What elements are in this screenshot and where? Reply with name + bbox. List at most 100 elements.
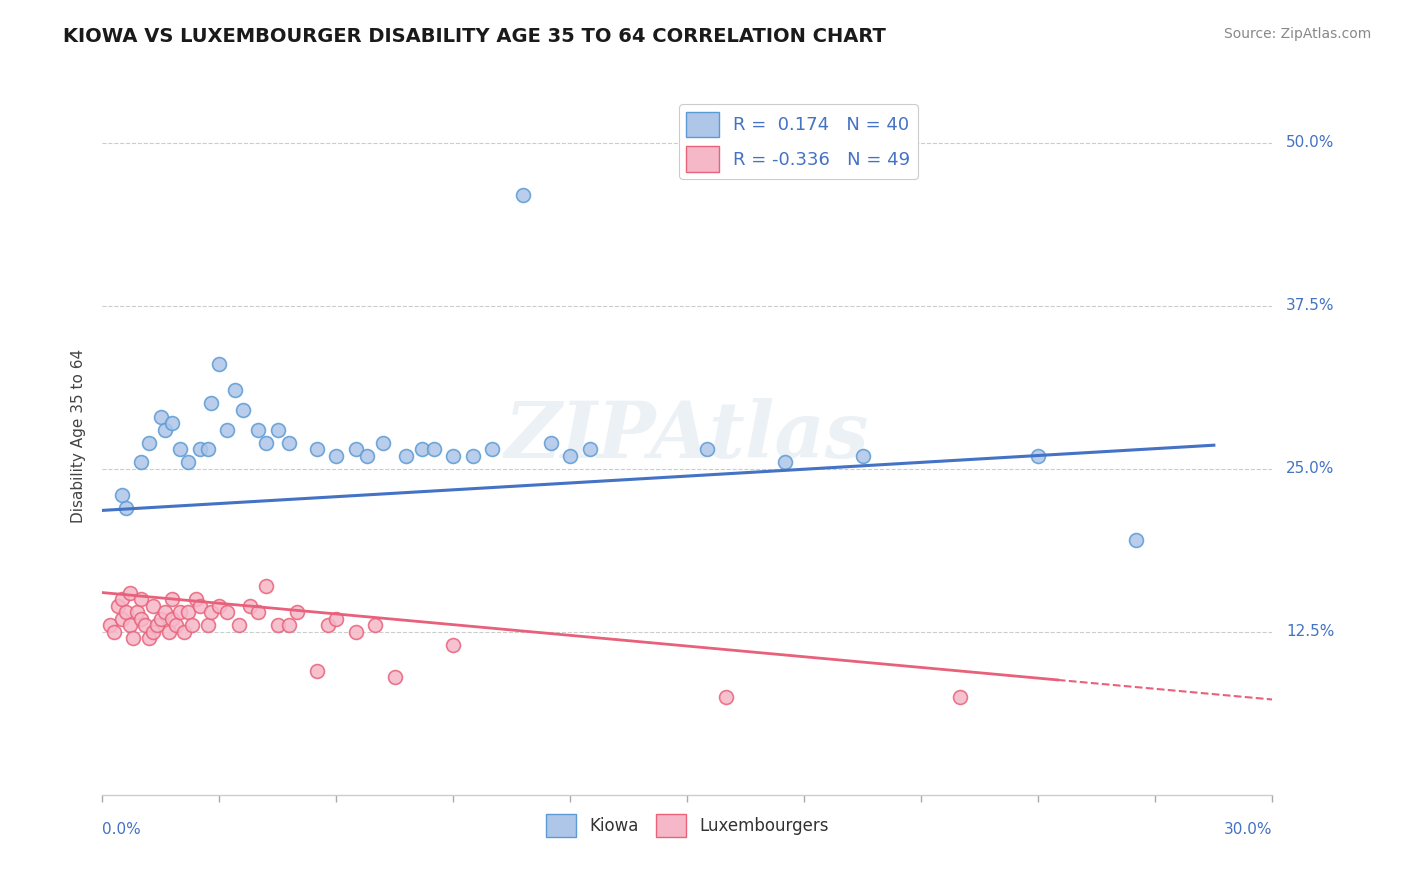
Point [157, 624, 180, 639]
Text: 12.5%: 12.5% [1286, 624, 1334, 640]
Point [122, 631, 145, 645]
Point [208, 599, 231, 613]
Point [305, 442, 328, 456]
Point [285, 605, 308, 619]
Text: ZIPAtlas: ZIPAtlas [505, 398, 869, 475]
Point [278, 618, 301, 632]
Text: 0.0%: 0.0% [103, 822, 141, 837]
Point [162, 592, 184, 607]
Y-axis label: Disability Age 35 to 64: Disability Age 35 to 64 [72, 349, 86, 523]
Point [344, 624, 367, 639]
Point [228, 618, 250, 632]
Point [111, 612, 134, 626]
Point [208, 357, 231, 371]
Text: Source: ZipAtlas.com: Source: ZipAtlas.com [1223, 27, 1371, 41]
Point [118, 585, 141, 599]
Point [103, 624, 125, 639]
Point [318, 618, 340, 632]
Point [149, 409, 172, 424]
Point [224, 384, 246, 398]
Point [169, 442, 191, 456]
Text: KIOWA VS LUXEMBOURGER DISABILITY AGE 35 TO 64 CORRELATION CHART: KIOWA VS LUXEMBOURGER DISABILITY AGE 35 … [63, 27, 886, 45]
Legend: Kiowa, Luxembourgers: Kiowa, Luxembourgers [540, 807, 835, 844]
Point [395, 449, 418, 463]
Point [239, 599, 262, 613]
Point [111, 592, 134, 607]
Point [254, 435, 277, 450]
Point [512, 187, 534, 202]
Point [138, 435, 160, 450]
Point [441, 638, 464, 652]
Point [254, 579, 277, 593]
Point [114, 605, 136, 619]
Point [481, 442, 503, 456]
Point [181, 618, 204, 632]
Point [173, 624, 195, 639]
Point [153, 605, 176, 619]
Point [356, 449, 378, 463]
Point [197, 618, 219, 632]
Point [165, 618, 187, 632]
Point [188, 442, 211, 456]
Point [127, 605, 149, 619]
Point [188, 599, 211, 613]
Point [177, 455, 200, 469]
Text: 25.0%: 25.0% [1286, 461, 1334, 476]
Point [384, 670, 406, 684]
Point [578, 442, 600, 456]
Point [162, 612, 184, 626]
Point [411, 442, 433, 456]
Point [114, 500, 136, 515]
Point [153, 423, 176, 437]
Point [134, 618, 156, 632]
Point [215, 423, 238, 437]
Point [1125, 533, 1147, 548]
Point [716, 690, 738, 704]
Point [111, 488, 134, 502]
Point [423, 442, 446, 456]
Text: 37.5%: 37.5% [1286, 298, 1334, 313]
Point [200, 396, 222, 410]
Point [107, 599, 129, 613]
Point [232, 403, 254, 417]
Point [129, 455, 152, 469]
Point [949, 690, 972, 704]
Point [305, 664, 328, 678]
Point [696, 442, 718, 456]
Point [247, 423, 270, 437]
Point [247, 605, 270, 619]
Point [441, 449, 464, 463]
Point [162, 416, 184, 430]
Point [540, 435, 562, 450]
Point [98, 618, 121, 632]
Point [560, 449, 582, 463]
Point [138, 631, 160, 645]
Point [371, 435, 394, 450]
Point [364, 618, 387, 632]
Point [146, 618, 169, 632]
Point [149, 612, 172, 626]
Point [461, 449, 484, 463]
Point [215, 605, 238, 619]
Point [142, 624, 165, 639]
Point [169, 605, 191, 619]
Point [177, 605, 200, 619]
Point [129, 592, 152, 607]
Text: 30.0%: 30.0% [1223, 822, 1272, 837]
Point [184, 592, 207, 607]
Point [197, 442, 219, 456]
Point [344, 442, 367, 456]
Point [267, 423, 290, 437]
Point [852, 449, 875, 463]
Point [142, 599, 165, 613]
Point [278, 435, 301, 450]
Point [325, 449, 347, 463]
Point [118, 618, 141, 632]
Point [773, 455, 796, 469]
Point [1028, 449, 1050, 463]
Point [129, 612, 152, 626]
Point [267, 618, 290, 632]
Point [325, 612, 347, 626]
Point [200, 605, 222, 619]
Text: 50.0%: 50.0% [1286, 136, 1334, 150]
